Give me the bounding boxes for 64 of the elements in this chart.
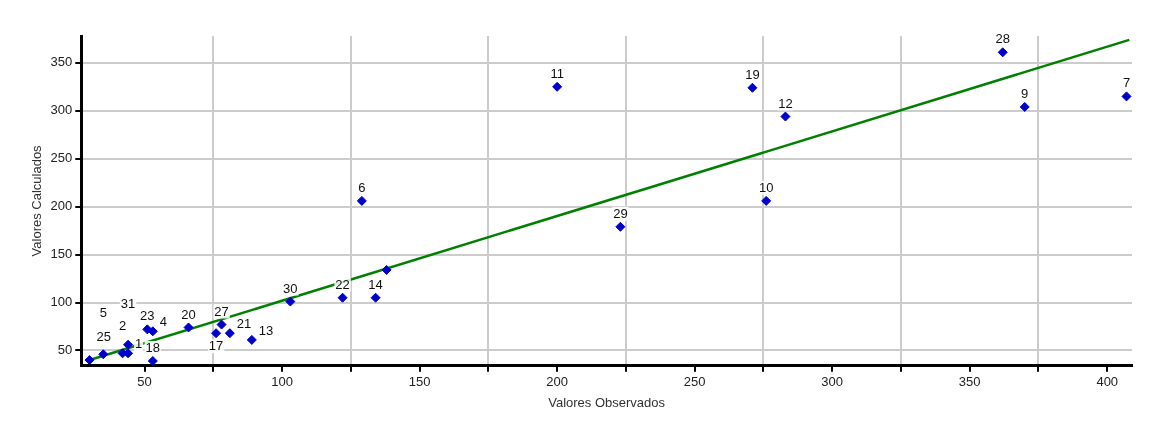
annotation: 11 (550, 65, 564, 81)
point (552, 81, 563, 92)
annotation: 6 (358, 179, 366, 195)
x-tick-label: 150 (408, 374, 431, 390)
point (1019, 101, 1030, 112)
point (370, 292, 381, 303)
point (337, 292, 348, 303)
x-tick-label: 350 (958, 374, 981, 390)
point (615, 221, 626, 232)
y-axis-title: Valores Calculados (29, 144, 45, 257)
point (285, 296, 296, 307)
annotation: 14 (368, 276, 383, 292)
annotation: 2 (118, 318, 127, 334)
point (747, 82, 758, 93)
point (147, 356, 158, 366)
y-tick-label: 50 (57, 342, 73, 358)
x-tick-label: 100 (271, 374, 293, 390)
annotation: 22 (335, 276, 350, 292)
annotation: 23 (140, 308, 155, 324)
annotation: 5 (99, 305, 107, 321)
annotation: 30 (283, 280, 298, 296)
annotation: 10 (758, 179, 774, 195)
y-tick-label: 200 (50, 198, 73, 214)
annotation: 28 (995, 31, 1010, 47)
x-tick-label: 50 (137, 374, 152, 390)
point (211, 328, 222, 339)
point (183, 322, 194, 333)
annotation: 7 (1122, 75, 1131, 91)
y-tick-label: 350 (50, 54, 73, 70)
y-tick-label: 100 (50, 294, 73, 310)
point (356, 195, 367, 206)
y-tick-label: 150 (50, 246, 73, 262)
point (98, 349, 109, 360)
x-axis-title: Valores Observados (548, 394, 666, 410)
annotation: 25 (96, 329, 112, 345)
annotation: 13 (258, 322, 274, 338)
annotation: 1 (135, 336, 143, 352)
x-tick-label: 200 (546, 374, 568, 390)
annotation: 31 (120, 295, 136, 311)
point (761, 195, 772, 206)
annotation: 9 (1021, 86, 1029, 102)
point (84, 355, 95, 366)
y-tick-label: 250 (50, 150, 73, 166)
point (123, 339, 134, 350)
annotation: 21 (236, 316, 252, 332)
annotation: 12 (778, 95, 793, 111)
point (216, 319, 227, 330)
annotation: 4 (159, 314, 168, 330)
point (780, 111, 791, 122)
x-tick-label: 300 (821, 374, 844, 390)
x-tick-label: 400 (1096, 374, 1119, 390)
annotation: 20 (181, 306, 196, 322)
annotation: 19 (745, 66, 760, 82)
point (381, 264, 392, 275)
x-tick-label: 250 (683, 374, 706, 390)
annotation: 29 (613, 205, 628, 221)
point (246, 334, 257, 345)
annotation: 17 (208, 338, 224, 354)
point (997, 47, 1008, 58)
annotation: 27 (214, 303, 229, 319)
point (1121, 91, 1132, 102)
point (224, 328, 235, 339)
annotation: 18 (145, 340, 161, 356)
y-tick-label: 300 (50, 102, 73, 118)
